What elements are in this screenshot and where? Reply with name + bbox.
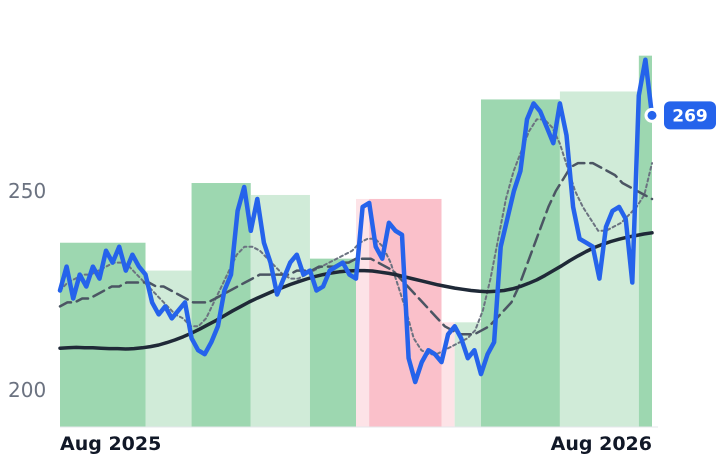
trend-band-up-strong bbox=[638, 55, 652, 427]
series-lines bbox=[57, 57, 655, 385]
x-tick-label: Aug 2026 bbox=[551, 433, 652, 455]
trend-band-up-light bbox=[250, 194, 310, 427]
last-value-marker: 269 bbox=[644, 101, 716, 130]
last-value-badge bbox=[664, 101, 716, 130]
y-axis-ticks: 250 200 bbox=[8, 179, 46, 402]
price-line bbox=[57, 57, 655, 385]
trend-band-up-strong bbox=[309, 258, 356, 427]
y-tick-label: 250 bbox=[8, 179, 46, 203]
last-value-label: 269 bbox=[672, 106, 708, 126]
x-tick-label: Aug 2025 bbox=[60, 433, 161, 455]
y-tick-label: 200 bbox=[8, 378, 46, 402]
trend-band-up-light bbox=[454, 322, 481, 427]
x-axis-ticks: Aug 2025 Aug 2026 bbox=[60, 433, 652, 455]
last-value-dot bbox=[644, 107, 660, 123]
